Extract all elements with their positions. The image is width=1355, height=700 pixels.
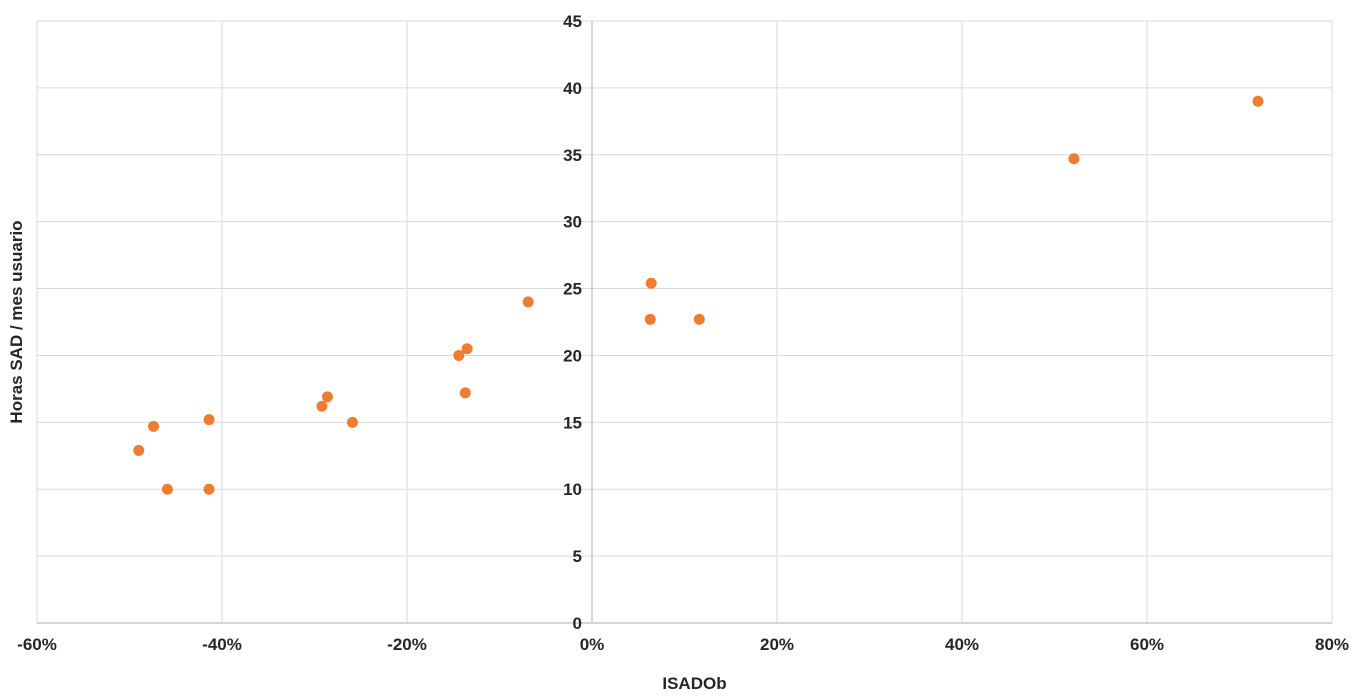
data-point	[461, 343, 473, 355]
data-point	[1252, 95, 1264, 107]
y-tick-label: 0	[573, 614, 582, 633]
x-tick-label: 40%	[945, 635, 979, 654]
y-tick-labels: 0 5 10 15 20 25 30 35 40 45	[563, 12, 582, 633]
x-axis-title: ISADOb	[662, 674, 726, 693]
y-tick-label: 40	[563, 79, 582, 98]
y-tick-label: 5	[573, 547, 582, 566]
data-point	[522, 296, 534, 308]
data-point	[1068, 153, 1080, 165]
x-tick-label: -60%	[17, 635, 57, 654]
x-tick-label: 0%	[580, 635, 605, 654]
x-tick-label: -20%	[387, 635, 427, 654]
y-tick-label: 35	[563, 146, 582, 165]
y-tick-label: 45	[563, 12, 582, 31]
y-tick-label: 15	[563, 413, 582, 432]
data-point	[316, 400, 328, 412]
y-axis-title: Horas SAD / mes usuario	[7, 220, 26, 423]
x-tick-label: 60%	[1130, 635, 1164, 654]
y-tick-label: 30	[563, 213, 582, 232]
y-tick-label: 25	[563, 280, 582, 299]
data-point	[321, 391, 333, 403]
y-tick-label: 20	[563, 346, 582, 365]
axes	[37, 21, 1332, 624]
data-point	[133, 444, 145, 456]
data-point	[453, 349, 465, 361]
data-point	[161, 483, 173, 495]
data-point	[459, 387, 471, 399]
gridlines	[36, 20, 1333, 623]
data-point	[148, 420, 160, 432]
y-tick-label: 10	[563, 480, 582, 499]
x-tick-labels: -60% -40% -20% 0% 20% 40% 60% 80%	[17, 635, 1349, 654]
data-point	[645, 277, 657, 289]
data-point	[693, 313, 705, 325]
data-point	[203, 414, 215, 426]
data-point	[644, 313, 656, 325]
x-tick-label: 20%	[760, 635, 794, 654]
x-tick-label: -40%	[202, 635, 242, 654]
data-point	[346, 416, 358, 428]
data-points	[133, 95, 1264, 495]
x-tick-label: 80%	[1315, 635, 1349, 654]
data-point	[203, 483, 215, 495]
